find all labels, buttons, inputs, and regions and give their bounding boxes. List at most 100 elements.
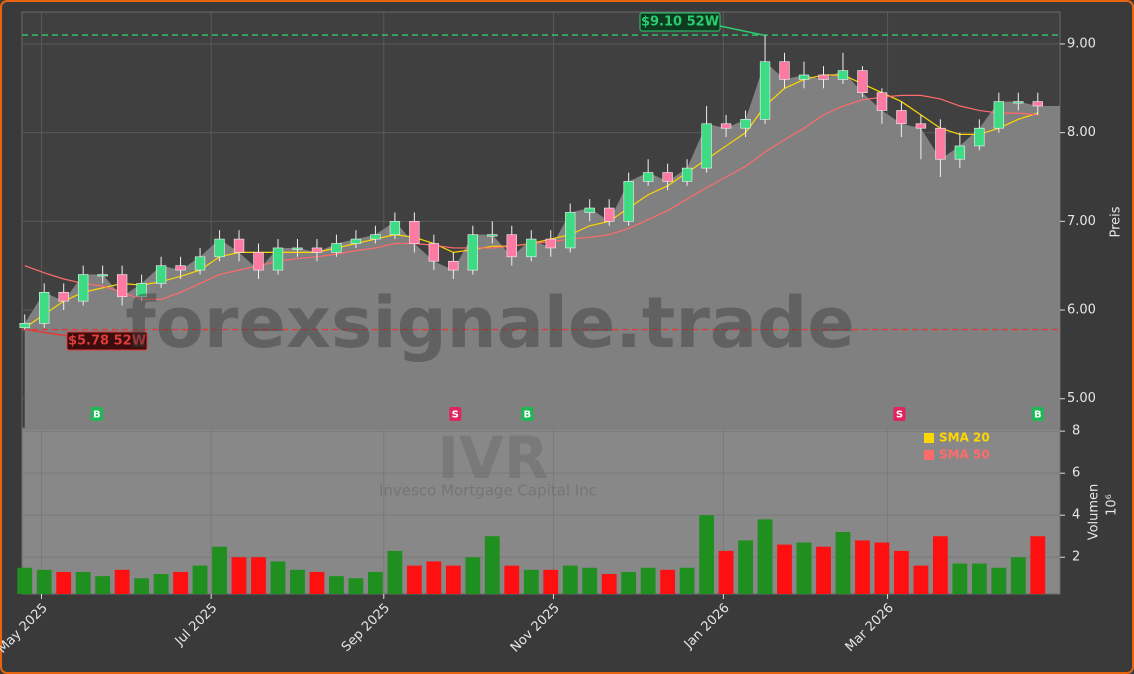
volume-bar: [36, 569, 52, 594]
candle-body: [818, 74, 829, 80]
volume-bar: [718, 550, 734, 594]
volume-bar: [932, 536, 948, 594]
volume-bar: [173, 571, 188, 594]
candle-body: [857, 70, 868, 94]
candle-body: [993, 101, 1004, 129]
candle-body: [370, 234, 381, 240]
candle-body: [506, 234, 517, 258]
candle-body: [448, 260, 459, 271]
volume-bar: [329, 576, 344, 594]
volume-axis-unit: 10⁶: [1105, 494, 1120, 516]
chart-subtitle: Invesco Mortgage Capital Inc: [379, 482, 597, 500]
chart-title: IVR: [437, 424, 548, 492]
price-area: [24, 61, 1060, 429]
volume-bar: [913, 565, 929, 594]
volume-bar: [290, 569, 305, 594]
volume-bar: [757, 519, 773, 594]
candle-body: [58, 291, 69, 302]
volume-bar: [484, 536, 500, 594]
volume-bar: [621, 571, 637, 594]
candle-body: [311, 247, 323, 253]
low-52w-label: $5.78 52W: [68, 334, 146, 349]
y-tick-label: 5.00: [1067, 391, 1096, 406]
volume-bar: [114, 569, 130, 594]
candle-body: [19, 323, 30, 329]
candle-body: [565, 212, 576, 249]
volume-bar: [679, 567, 695, 594]
legend-swatch: [924, 450, 934, 460]
volume-tick-label: 4: [1072, 508, 1080, 523]
volume-bar: [991, 567, 1007, 594]
candle-body: [78, 274, 89, 302]
plot-layer: May 2025 Jul 2025 Sep 2025 Nov 2025 Jan 2026…: [0, 12, 1096, 657]
volume-bar: [212, 546, 227, 594]
candle-body: [876, 92, 888, 111]
candle-body: [194, 256, 206, 271]
candle-body: [720, 123, 732, 129]
volume-bar: [543, 569, 559, 594]
high-52w-box: [639, 12, 721, 32]
low-52w-box: [66, 331, 148, 351]
volume-bar: [855, 540, 870, 594]
candle-body: [292, 247, 303, 250]
volume-bar: [426, 561, 442, 594]
volume-bar: [17, 567, 33, 594]
candle-body: [662, 172, 673, 182]
candle-body: [428, 243, 440, 262]
candle-body: [915, 123, 927, 129]
volume-bar: [134, 578, 150, 594]
volume-bar: [601, 574, 617, 594]
candle-body: [39, 291, 50, 324]
volume-bar: [874, 542, 890, 594]
candle-body: [896, 110, 907, 125]
candle-body: [467, 234, 478, 271]
volume-bar: [971, 563, 987, 594]
volume-bar: [777, 544, 792, 594]
volume-bar: [309, 571, 325, 594]
candle-body: [331, 243, 342, 253]
candle-body: [175, 265, 186, 271]
volume-axis-label: Volumen: [1087, 484, 1102, 541]
volume-bar: [270, 561, 286, 594]
candle-body: [935, 127, 946, 160]
volume-bar: [894, 550, 909, 594]
volume-bar: [368, 571, 383, 594]
volume-bar: [738, 540, 753, 594]
signal-marker: [521, 407, 534, 421]
volume-bar: [504, 565, 520, 594]
candle-body: [623, 181, 634, 222]
volume-bar: [523, 569, 539, 594]
candle-body: [1013, 101, 1024, 104]
signal-marker: [90, 407, 103, 421]
signal-label: B: [1034, 410, 1042, 421]
volume-bar: [348, 578, 364, 594]
high-52w-label: $9.10 52W: [641, 15, 719, 30]
volume-bar: [582, 567, 598, 594]
high-52w-arrow: [719, 25, 764, 36]
y-axis-label: Preis: [1109, 206, 1124, 237]
y-tick-label: 9.00: [1067, 36, 1096, 51]
volume-bar: [640, 567, 656, 594]
signal-label: S: [452, 410, 459, 421]
watermark: forexsignale.trade: [125, 282, 854, 364]
candle-body: [974, 127, 985, 147]
volume-bar: [192, 565, 208, 594]
volume-bar: [660, 569, 676, 594]
candle-body: [545, 238, 556, 249]
legend-swatch: [924, 433, 934, 443]
signal-label: B: [93, 410, 101, 421]
candle-body: [116, 274, 128, 298]
volume-bar: [1010, 557, 1026, 594]
volume-bar: [387, 550, 403, 594]
volume-bar: [465, 557, 481, 594]
candle-body: [642, 172, 654, 182]
candle-body: [233, 238, 245, 253]
candle-body: [1032, 101, 1043, 107]
signal-marker: [1031, 407, 1044, 421]
candle-body: [350, 238, 362, 244]
volume-tick-label: 8: [1072, 424, 1080, 439]
candle-body: [272, 247, 284, 271]
candle-body: [837, 70, 849, 80]
signal-marker: [449, 407, 462, 421]
volume-bar: [56, 571, 72, 594]
